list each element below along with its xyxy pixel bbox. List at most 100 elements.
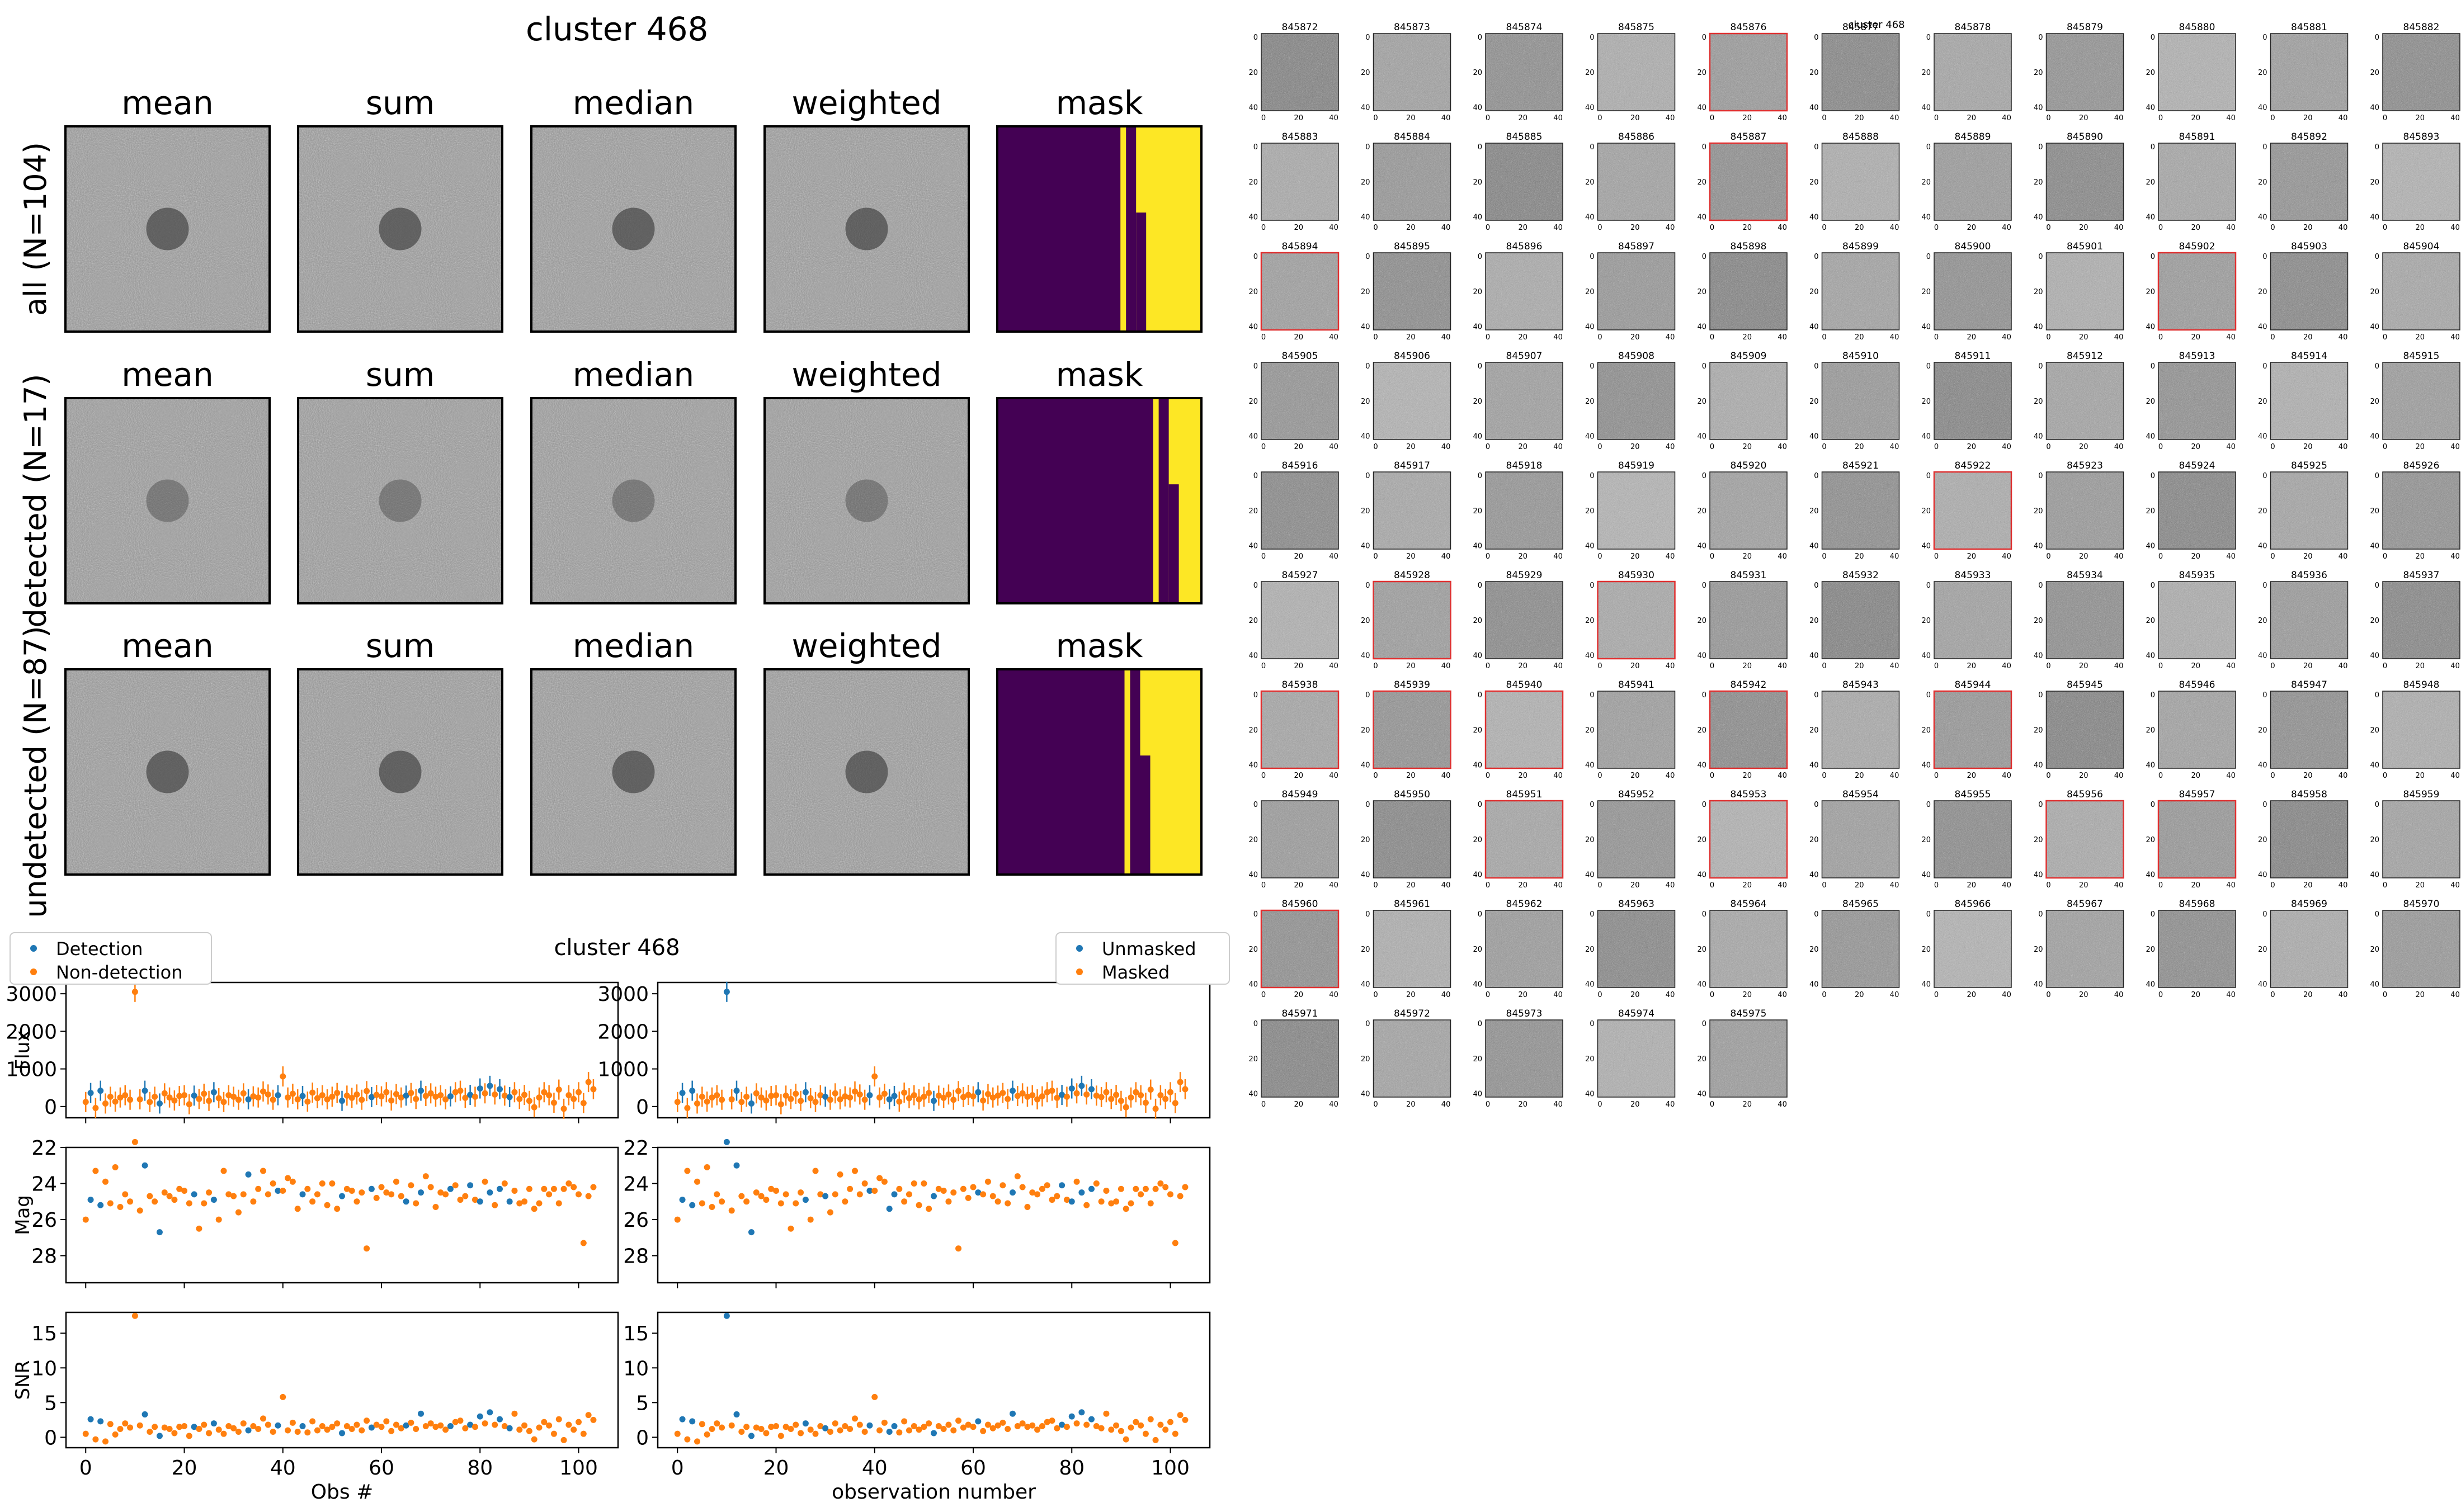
- data-point: [364, 1088, 370, 1094]
- thumbnail-frame: [1597, 362, 1676, 440]
- y-tick-label: 26: [31, 1209, 57, 1232]
- thumbnail-id: 845911: [1955, 351, 1991, 362]
- data-point: [373, 1421, 380, 1428]
- thumbnail-frame: [1597, 252, 1676, 330]
- data-point: [235, 1097, 242, 1103]
- data-point: [1177, 1193, 1184, 1199]
- x-tick-label: 20: [1519, 114, 1528, 122]
- data-point: [576, 1191, 582, 1198]
- data-point: [541, 1185, 548, 1192]
- thumbnail-frame: [1485, 581, 1563, 659]
- data-point: [1010, 1189, 1016, 1196]
- noise-texture: [2270, 472, 2348, 549]
- data-point: [1088, 1086, 1095, 1093]
- data-point: [694, 1438, 700, 1445]
- y-tick-label: 0: [2262, 253, 2267, 261]
- thumbnail-id: 845951: [1506, 789, 1543, 800]
- thumbnail-frame: [1373, 252, 1451, 330]
- data-point: [403, 1092, 409, 1099]
- data-point: [521, 1092, 528, 1098]
- x-tick-label: 0: [1934, 662, 1939, 670]
- y-tick-label: 0: [1590, 472, 1594, 480]
- x-tick-label: 20: [1294, 224, 1304, 232]
- data-point: [743, 1093, 750, 1100]
- x-tick-label: 40: [2114, 114, 2124, 122]
- data-point: [87, 1197, 94, 1203]
- data-point: [501, 1092, 508, 1099]
- data-point: [847, 1185, 854, 1192]
- noise-texture: [2158, 582, 2236, 659]
- legend-entry: Masked: [1102, 962, 1170, 983]
- data-point: [906, 1191, 912, 1198]
- y-tick-label: 0: [1478, 691, 1482, 700]
- data-point: [1014, 1093, 1021, 1099]
- y-tick-label: 20: [1585, 1055, 1595, 1064]
- y-tick-label: 0: [1926, 472, 1931, 480]
- data-point: [723, 1312, 730, 1319]
- data-point: [788, 1095, 794, 1102]
- data-point: [230, 1193, 237, 1199]
- data-point: [131, 1312, 138, 1319]
- data-point: [1049, 1088, 1055, 1094]
- x-tick-label: 0: [2158, 443, 2163, 451]
- thumbnail-id: 845937: [2403, 570, 2440, 581]
- x-tick-label: 0: [1822, 552, 1826, 561]
- y-tick-label: 20: [2370, 836, 2379, 844]
- mask-stripe: [1120, 126, 1126, 332]
- data-point: [1172, 1100, 1178, 1107]
- data-point: [472, 1197, 478, 1203]
- data-point: [950, 1189, 957, 1196]
- plot-title: cluster 468: [554, 935, 680, 961]
- data-point: [935, 1185, 942, 1192]
- data-point: [186, 1433, 192, 1439]
- data-point: [87, 1416, 94, 1423]
- x-tick-label: 20: [1406, 991, 1416, 999]
- data-point: [773, 1423, 779, 1430]
- data-point: [107, 1421, 114, 1428]
- data-point: [191, 1092, 197, 1099]
- data-point: [802, 1420, 809, 1427]
- data-point: [758, 1094, 765, 1101]
- x-tick-label: 20: [1294, 114, 1304, 122]
- x-tick-label: 0: [1261, 552, 1266, 561]
- thumbnail-id: 845915: [2403, 351, 2440, 362]
- noise-texture: [2383, 691, 2460, 768]
- mask-region: [1140, 669, 1201, 875]
- data-point: [950, 1427, 957, 1434]
- data-point: [413, 1200, 419, 1207]
- x-tick-label: 20: [1967, 114, 1977, 122]
- data-point: [393, 1421, 399, 1428]
- y-tick-label: 40: [1809, 542, 1819, 551]
- data-point: [1068, 1085, 1075, 1092]
- y-tick-label: 20: [1585, 726, 1595, 735]
- x-tick-label: 20: [1743, 1100, 1752, 1109]
- thumbnail-id: 845959: [2403, 789, 2440, 800]
- y-tick-label: 40: [2258, 323, 2267, 332]
- data-point: [758, 1425, 765, 1432]
- thumbnail-id: 845874: [1506, 22, 1543, 33]
- data-point: [1138, 1092, 1144, 1099]
- y-tick-label: 40: [1697, 104, 1706, 112]
- data-point: [916, 1096, 922, 1103]
- y-tick-label: 0: [1926, 582, 1931, 590]
- y-tick-label: 0: [1253, 472, 1258, 480]
- data-point: [798, 1189, 804, 1196]
- data-point: [112, 1431, 119, 1438]
- y-tick-label: 40: [2034, 104, 2043, 112]
- data-point: [965, 1194, 972, 1201]
- y-tick-label: 0: [1702, 362, 1706, 371]
- x-tick-label: 0: [1486, 114, 1490, 122]
- y-tick-label: 20: [2146, 288, 2155, 296]
- y-tick-label: 20: [1809, 69, 1819, 77]
- data-point: [1063, 1093, 1070, 1100]
- data-point: [822, 1093, 829, 1100]
